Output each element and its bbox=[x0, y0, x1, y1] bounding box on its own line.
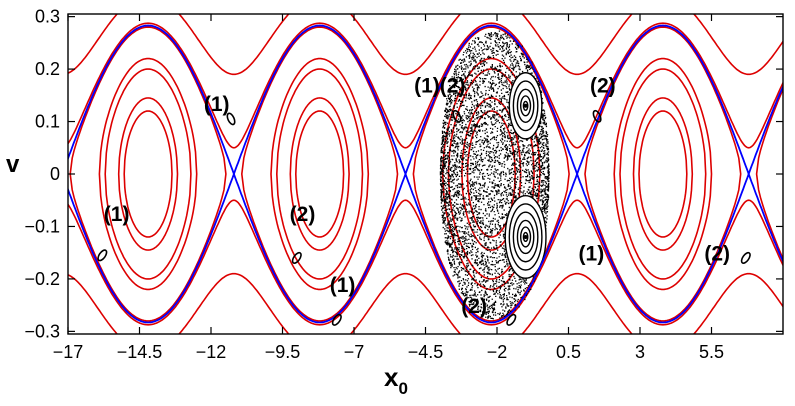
closed-orbit-3-4 bbox=[117, 97, 179, 251]
closed-orbit-4-4 bbox=[289, 97, 350, 251]
y-tick-label: 0 bbox=[50, 164, 60, 184]
chaos-island-0-center bbox=[523, 103, 528, 108]
resonance-islands bbox=[97, 109, 751, 326]
chaotic-region bbox=[439, 30, 550, 320]
annotation-label: (1) bbox=[104, 203, 130, 226]
x-tick-label: −7 bbox=[344, 342, 365, 362]
resonance-island-5 bbox=[506, 313, 517, 326]
resonance-island-4 bbox=[452, 109, 462, 123]
closed-orbit-6-1 bbox=[613, 57, 713, 291]
resonance-island-0 bbox=[226, 112, 236, 126]
closed-orbit-4-3 bbox=[275, 68, 364, 280]
y-tick-label: 0.2 bbox=[35, 59, 60, 79]
annotation-label: (2) bbox=[704, 243, 730, 266]
annotation-label: (2) bbox=[290, 203, 316, 226]
annotation-label: (1) bbox=[579, 243, 605, 266]
closed-orbit-5-2 bbox=[412, 26, 570, 322]
resonance-island-7 bbox=[740, 251, 751, 264]
resonance-island-3 bbox=[331, 313, 342, 326]
x-tick-label: −4.5 bbox=[408, 342, 444, 362]
closed-orbit-6-4 bbox=[632, 97, 694, 251]
closed-orbit-3-3 bbox=[104, 68, 192, 280]
open-orbit-1-lower bbox=[68, 272, 783, 334]
x-tick-label: 3 bbox=[635, 342, 645, 362]
y-tick-label: 0.3 bbox=[35, 7, 60, 27]
chaos-island-1-inner-ring-2 bbox=[516, 219, 535, 255]
separatrix-lower bbox=[68, 171, 783, 324]
separatrix-upper bbox=[68, 24, 783, 177]
x-axis-label: x0 bbox=[384, 362, 408, 398]
x-axis-label-subscript: 0 bbox=[398, 379, 407, 398]
open-orbit-2-lower bbox=[39, 363, 795, 406]
annotation-label: (1)(2) bbox=[414, 75, 465, 98]
resonance-island-2 bbox=[291, 251, 302, 264]
y-tick-label: −0.1 bbox=[24, 216, 60, 236]
x-tick-label: 0.5 bbox=[556, 342, 581, 362]
closed-orbit-6-2 bbox=[584, 26, 742, 322]
chaos-island-0-inner-ring-0 bbox=[522, 100, 529, 111]
y-tick-label: −0.3 bbox=[24, 321, 60, 341]
y-tick-label: −0.2 bbox=[24, 269, 60, 289]
closed-orbit-6-3 bbox=[619, 68, 707, 280]
closed-orbit-7-2 bbox=[755, 87, 783, 261]
annotation-label: (2) bbox=[461, 295, 487, 318]
chaos-island-0-inner-ring-1 bbox=[520, 95, 532, 117]
chaos-island-1-center bbox=[523, 234, 528, 239]
closed-orbit-3-0 bbox=[123, 110, 173, 238]
annotation-label: (1) bbox=[204, 93, 230, 116]
closed-orbit-4-1 bbox=[270, 57, 370, 291]
chaos-island-1-inner-ring-4 bbox=[508, 203, 543, 271]
x-tick-label: 5.5 bbox=[699, 342, 724, 362]
closed-orbit-6-0 bbox=[638, 110, 688, 238]
x-tick-label: −17 bbox=[53, 342, 84, 362]
x-axis-label-main: x bbox=[384, 362, 399, 392]
x-tick-label: −9.5 bbox=[265, 342, 301, 362]
chaos-island-1-inner-ring-3 bbox=[512, 211, 539, 263]
chaos-island-1-inner-ring-0 bbox=[522, 231, 529, 243]
x-tick-label: −14.5 bbox=[117, 342, 163, 362]
x-tick-label: −12 bbox=[196, 342, 227, 362]
closed-orbit-4-0 bbox=[294, 110, 345, 238]
resonance-island-1 bbox=[97, 249, 108, 262]
closed-orbit-3-1 bbox=[98, 57, 198, 291]
chaotic-scatter bbox=[439, 30, 550, 320]
resonance-island-6 bbox=[592, 109, 602, 123]
closed-orbit-5-3 bbox=[447, 68, 535, 280]
closed-orbit-2-4 bbox=[0, 98, 6, 250]
open-orbit-0-lower bbox=[68, 199, 783, 326]
y-axis-label: v bbox=[6, 151, 20, 178]
annotation-label: (2) bbox=[590, 75, 616, 98]
closed-orbit-4-2 bbox=[240, 26, 399, 322]
x-tick-label: −2 bbox=[487, 342, 508, 362]
chaos-island-1-inner-ring-1 bbox=[520, 226, 532, 248]
y-tick-label: 0.1 bbox=[35, 112, 60, 132]
annotation-label: (1) bbox=[330, 274, 356, 297]
chaos-island-0-inner-ring-2 bbox=[516, 88, 535, 124]
open-orbit-0-upper bbox=[68, 22, 783, 149]
chaos-island-0-inner-ring-3 bbox=[512, 80, 539, 132]
closed-orbit-3-2 bbox=[69, 26, 227, 322]
axis-ticks: −17 −14.5 −12 −9.5 −7 −4.5 −2 0.5 3 5.5 −0.3 −0.2 −0… bbox=[24, 7, 783, 362]
separatrix bbox=[68, 24, 783, 324]
annotations: (1)(1) (2)(1)(1)(2)(2)(2)(1) (2) bbox=[104, 75, 730, 318]
closed-orbit-7-3 bbox=[792, 69, 795, 279]
closed-orbit-7-1 bbox=[786, 59, 795, 290]
open-orbit-1-upper bbox=[68, 14, 783, 76]
